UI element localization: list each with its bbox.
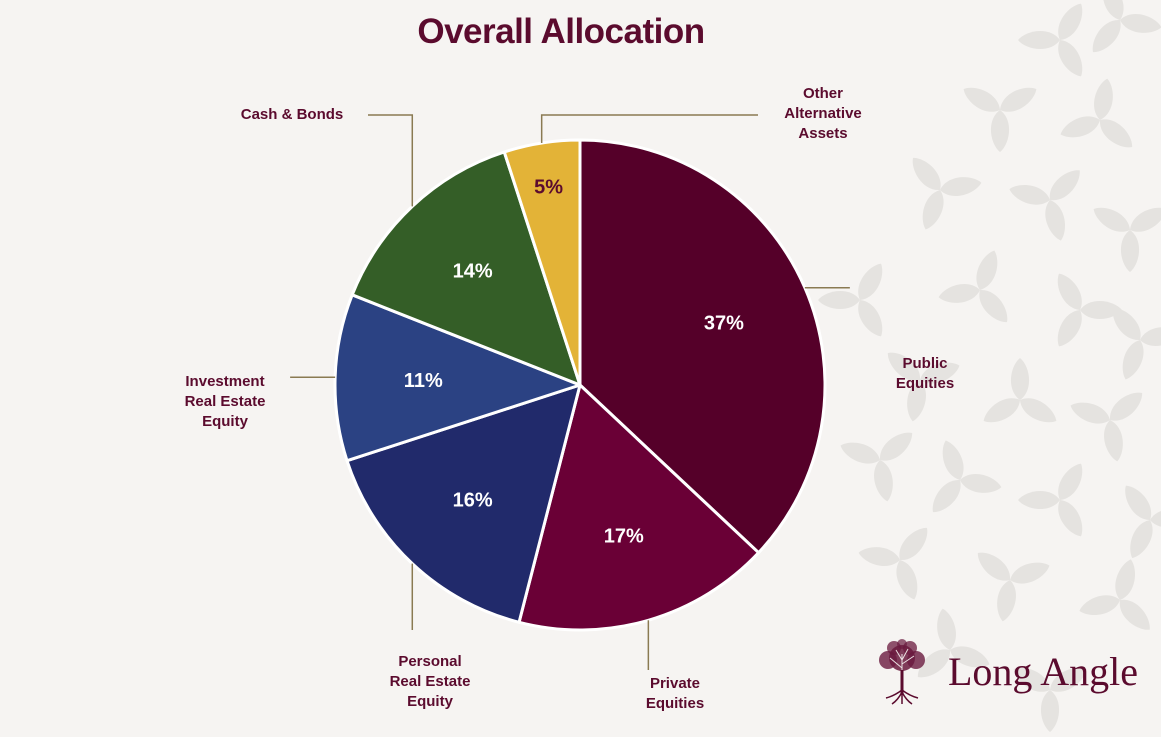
brand-name: Long Angle [948, 649, 1138, 694]
decorative-leaf [1125, 485, 1161, 559]
decorative-leaf [983, 358, 1057, 423]
data-label: 14% [453, 261, 493, 283]
decorative-leaf [1060, 78, 1133, 148]
decorative-leaf [887, 352, 960, 422]
decorative-leaf [1093, 207, 1161, 272]
data-label: 11% [404, 370, 443, 392]
tree-logo-icon [879, 639, 925, 705]
pie-slice-personal-real-estate-equity [345, 383, 582, 624]
decorative-leaf [1092, 0, 1161, 53]
decorative-leaf [1013, 667, 1087, 732]
decorative-leaf [1018, 463, 1083, 537]
decorative-leaf [1018, 3, 1083, 77]
pie-slice-public-equities [578, 138, 827, 555]
brand-logo: Long Angle [870, 638, 1150, 710]
decorative-leaf [977, 552, 1050, 622]
data-label: 16% [453, 489, 493, 511]
decorative-leaf [1079, 559, 1150, 630]
chart-title: Overall Allocation [417, 12, 705, 51]
decorative-leaf [938, 250, 1008, 323]
decorative-leaf [932, 440, 1002, 513]
decorative-leaf [912, 157, 982, 230]
category-label-investment-real-estate-equity: Investment Real Estate Equity [184, 373, 266, 430]
category-label-public-equities: Public Equities [895, 355, 955, 392]
leader-line-cash-and-bonds [368, 114, 414, 207]
pie-slice-private-equities [517, 383, 761, 632]
decorative-leaf [858, 527, 928, 600]
data-label: 37% [704, 313, 744, 335]
decorative-leaf [917, 608, 990, 678]
category-label-personal-real-estate-equity: Personal Real Estate Equity [389, 653, 471, 710]
data-label: 5% [534, 177, 563, 199]
pie-slice-investment-real-estate-equity [333, 293, 582, 463]
data-label: 17% [604, 526, 644, 548]
decorative-leaf [963, 87, 1037, 152]
leader-line-other-alternative-assets [540, 114, 758, 144]
decorative-leaf [840, 432, 913, 502]
category-label-cash-and-bonds: Cash & Bonds [240, 106, 344, 123]
decorative-leaf [818, 263, 883, 337]
category-label-private-equities: Private Equities [645, 675, 705, 712]
decorative-leaf [1057, 273, 1122, 347]
decorative-leaf [1009, 170, 1080, 241]
category-label-other-alternative-assets: Other Alternative Assets [784, 85, 862, 142]
decorative-leaf [1070, 392, 1143, 462]
